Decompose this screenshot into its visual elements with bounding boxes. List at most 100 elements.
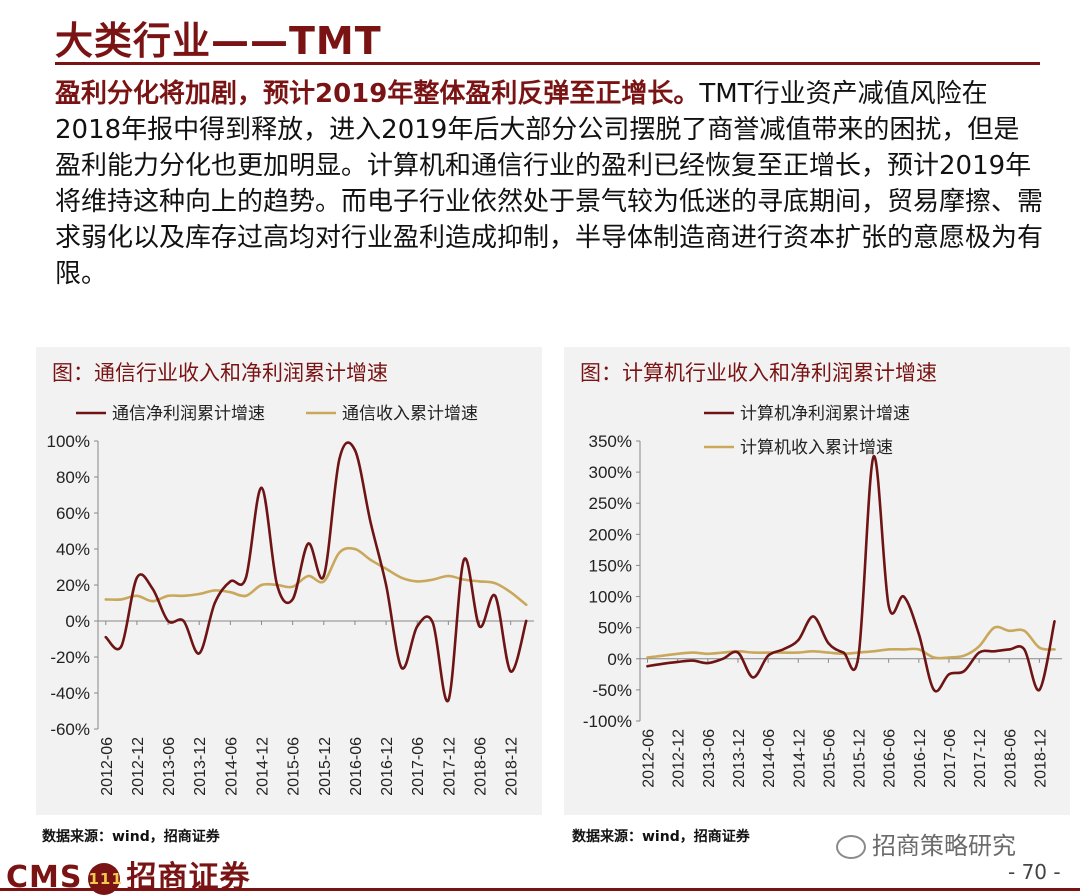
telecom-chart-panel: 图：通信行业收入和净利润累计增速 通信净利润累计增速 通信收入累计增速 100% 80… [36,347,542,815]
data-point [1008,629,1011,632]
telecom-chart: 通信净利润累计增速 通信收入累计增速 100% 80% 60% 40% 20% 0% -20% -… [47,404,534,796]
data-point [525,603,528,606]
data-point [307,542,310,545]
data-point [151,587,154,590]
data-point [751,651,755,654]
data-point [291,598,294,601]
data-point [229,591,232,594]
y-tick-label: -20% [50,648,90,667]
data-point [1008,648,1011,651]
legend-label: 通信收入累计增速 [342,404,478,424]
data-point [322,574,325,578]
legend-label: 计算机净利润累计增速 [740,404,910,424]
y-tick-label: 100% [589,588,632,607]
x-tick-label: 2015-12 [852,729,869,788]
bottom-divider [0,888,1080,891]
data-point [509,591,512,594]
data-point [661,662,664,665]
data-point [1038,688,1041,692]
data-point [736,651,740,654]
y-tick-label: 300% [589,463,632,482]
data-point [1023,629,1026,632]
x-tick-label: 2013-12 [731,729,748,788]
y-tick-label: 60% [56,504,90,523]
data-point [887,604,890,608]
data-point [706,661,710,665]
x-tick-label: 2017-06 [942,729,959,788]
data-point [384,567,388,570]
x-tick-label: 2018-12 [1032,729,1049,788]
data-point [182,619,185,623]
data-point [827,651,830,654]
data-point [661,654,664,657]
data-point [691,651,694,654]
data-point [751,676,755,679]
data-point [322,580,325,583]
data-point [872,455,875,458]
x-tick-label: 2016-06 [882,729,899,788]
x-tick-label: 2013-06 [161,737,178,796]
x-tick-label: 2012-06 [641,729,658,788]
data-point [1038,646,1041,649]
x-tick-label: 2014-12 [791,729,808,788]
data-point [676,660,679,664]
data-point [198,652,201,655]
data-point [260,486,263,489]
data-point [166,594,170,597]
legend-label: 计算机收入累计增速 [740,438,893,458]
data-point [400,576,403,579]
data-point [260,583,263,587]
data-point [1023,648,1026,651]
data-point [857,654,860,657]
watermark-text: 招商策略研究 [872,832,1016,860]
series-line [646,455,1056,693]
y-tick-label: -40% [50,684,90,703]
x-tick-label: 2016-12 [912,729,929,788]
data-point [992,650,996,653]
data-point [781,648,785,651]
data-point [353,547,357,551]
data-point [902,595,905,598]
data-point [676,652,679,655]
data-point [493,582,497,585]
data-point [104,636,107,639]
x-tick-label: 2016-06 [348,737,365,796]
data-point [291,585,294,588]
data-point [462,578,466,581]
data-point [977,651,981,654]
x-tick-label: 2014-06 [761,729,778,788]
data-point [431,621,434,624]
data-point [182,594,185,597]
data-point [691,659,694,662]
data-point [447,574,450,578]
data-point [369,558,372,561]
data-point [400,666,403,669]
data-point [416,580,419,583]
x-tick-label: 2018-06 [473,737,490,796]
page-number: - 70 - [1008,860,1061,884]
y-tick-label: 200% [589,525,632,544]
data-point [338,551,341,554]
x-tick-label: 2017-06 [410,737,427,796]
data-point [797,638,800,642]
y-tick-label: 50% [598,619,632,638]
data-point [962,670,966,673]
data-point [416,625,419,628]
intro-lead: 盈利分化将加剧，预计2019年整体盈利反弹至正增长。 [55,79,700,109]
y-tick-label: 150% [589,556,632,575]
data-point [166,619,170,623]
intro-body: TMT行业资产减值风险在2018年报中得到释放，进入2019年后大部分公司摆脱了… [55,79,1044,289]
x-tick-label: 2017-12 [441,737,458,796]
x-tick-label: 2012-06 [99,737,116,796]
data-point [706,652,710,655]
data-point [213,589,216,592]
x-tick-label: 2018-06 [1002,729,1019,788]
data-point [721,651,725,654]
data-point [721,657,725,660]
data-point [766,651,770,654]
data-point [384,583,388,587]
y-tick-label: -60% [50,720,90,739]
data-point [902,648,905,651]
data-point [104,598,107,601]
data-point [478,580,481,583]
